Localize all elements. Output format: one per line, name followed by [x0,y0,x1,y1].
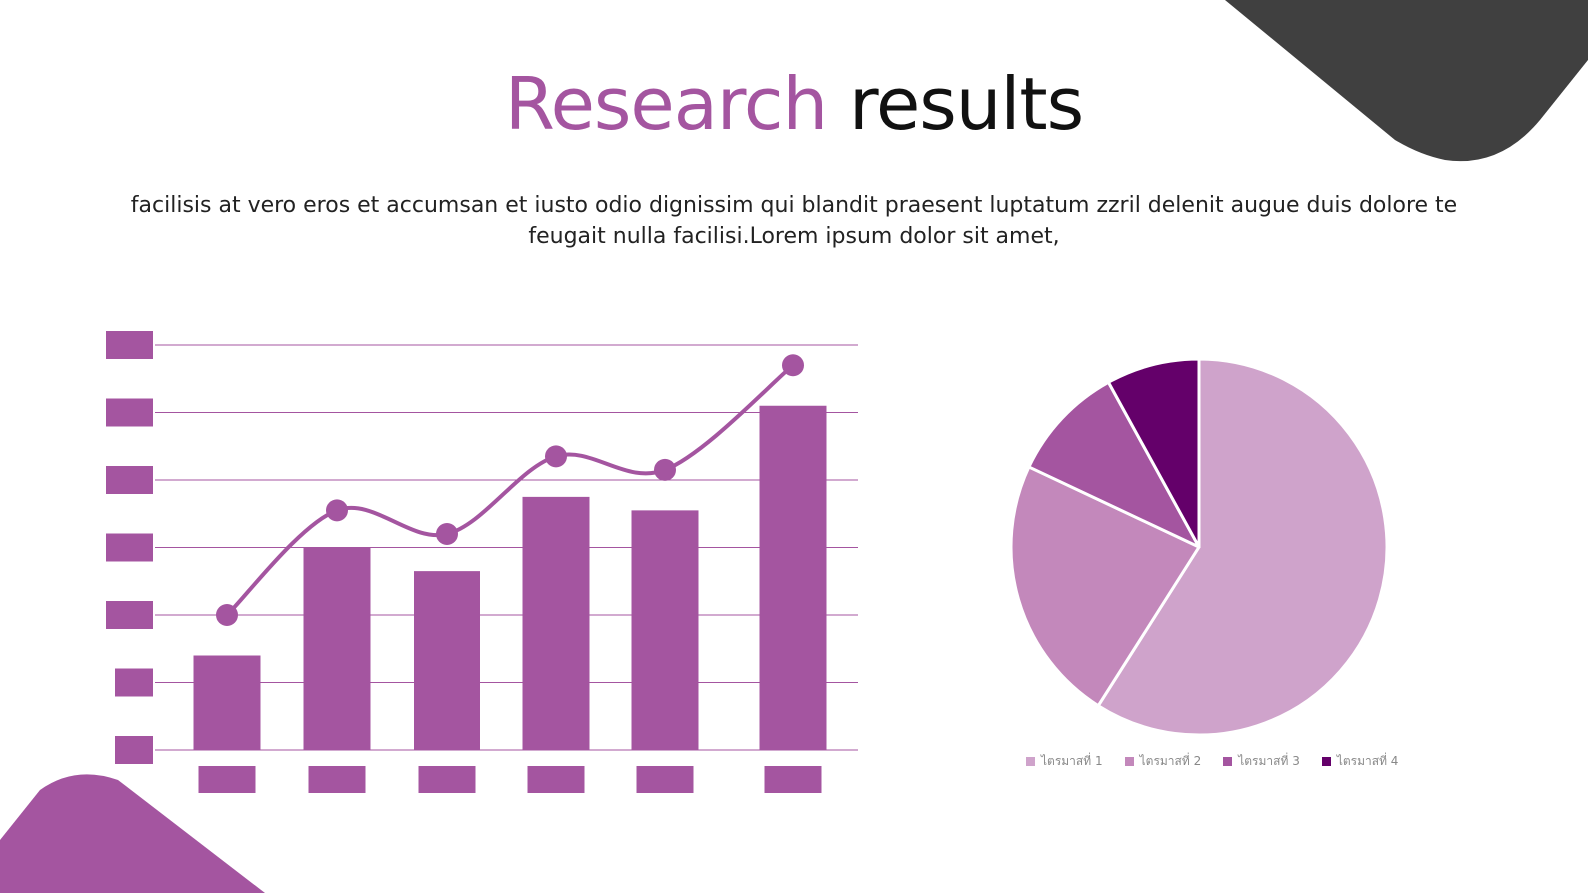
top-right-corner-shape [1225,0,1588,162]
legend-label: ไตรมาสที่ 3 [1238,754,1300,768]
bar [631,510,699,750]
line-point [782,354,804,377]
legend-label: ไตรมาสที่ 2 [1139,754,1202,768]
pie-slice [1027,380,1201,549]
line-point [436,523,458,545]
title-accent: Research [504,62,828,146]
x-tick-label [308,766,366,793]
legend-swatch [1026,757,1035,766]
x-tick-label [764,766,822,793]
bar [414,571,480,750]
bar [759,405,827,750]
y-tick-label [115,668,153,697]
x-tick-label [527,766,585,793]
y-tick-label [106,466,153,494]
pie-slice [1106,357,1201,549]
y-tick-label [106,601,153,629]
legend-entry: ไตรมาสที่ 3 [1223,752,1300,771]
line-point [654,458,676,481]
x-tick-label [418,766,476,793]
bar [193,655,261,750]
bottom-left-corner-shape [0,774,265,893]
line-point [545,445,567,468]
pie-slice [1096,357,1389,737]
line-point [216,604,238,626]
legend-entry: ไตรมาสที่ 4 [1321,752,1399,771]
legend-label: ไตรมาสที่ 4 [1336,754,1399,768]
y-tick-label [115,736,153,764]
legend-label: ไตรมาสที่ 1 [1041,754,1103,768]
y-tick-label [106,331,153,359]
pie-slice [1009,465,1201,708]
legend-swatch [1223,757,1233,766]
line-point [326,499,348,522]
legend-swatch [1124,757,1134,766]
title-rest: results [848,62,1084,146]
pie-legend: ไตรมาสที่ 1 ไตรมาสที่ 2 ไตรมาสที่ 3 ไตรมาสท… [1026,752,1398,771]
legend-entry: ไตรมาสที่ 2 [1124,752,1202,771]
legend-entry: ไตรมาสที่ 1 [1026,752,1103,771]
y-tick-label [106,398,153,427]
x-tick-label [636,766,694,793]
x-tick-label [198,766,256,793]
pie-chart [1009,357,1389,737]
bar [303,547,371,750]
line-series [225,363,795,617]
y-tick-label [106,533,153,562]
legend-swatch [1321,757,1331,766]
bar [522,496,590,750]
body-paragraph: facilisis at vero eros et accumsan et iu… [130,193,1458,249]
bar-line-chart [106,331,858,793]
page-title: Research results [0,62,1588,146]
